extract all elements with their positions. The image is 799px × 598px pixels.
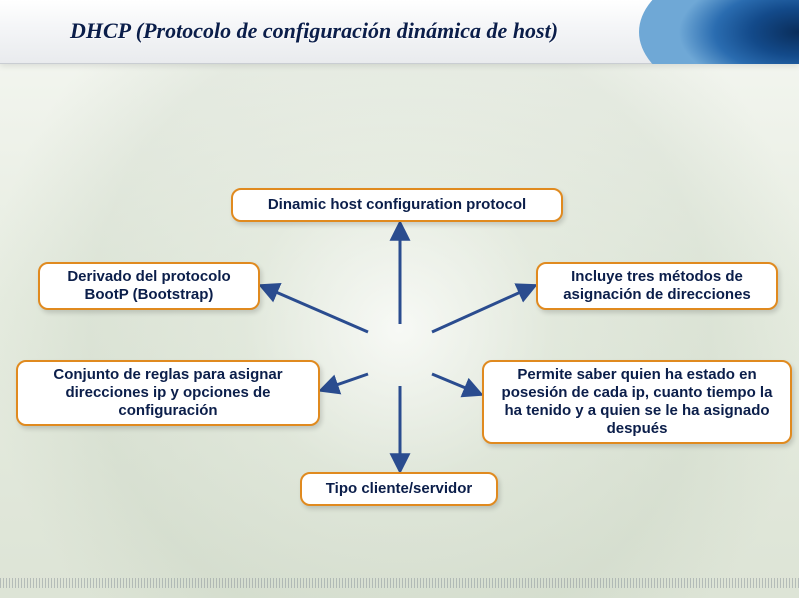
node-bottomleft-label: Conjunto de reglas para asignar direccio… [28,366,308,420]
node-top: Dinamic host configuration protocol [231,188,563,222]
diagram-area: Dinamic host configuration protocol Deri… [0,64,799,598]
node-left: Derivado del protocolo BootP (Bootstrap) [38,262,260,310]
node-bottom-right: Permite saber quien ha estado en posesió… [482,360,792,444]
footer-rule [0,578,799,588]
slide-title: DHCP (Protocolo de configuración dinámic… [70,18,558,44]
node-right: Incluye tres métodos de asignación de di… [536,262,778,310]
node-bottom-label: Tipo cliente/servidor [326,480,472,498]
header-corner-graphic [599,0,799,64]
node-top-label: Dinamic host configuration protocol [268,196,526,214]
arrows-layer [0,64,799,598]
node-right-label: Incluye tres métodos de asignación de di… [548,268,766,304]
node-bottom-left: Conjunto de reglas para asignar direccio… [16,360,320,426]
node-bottom: Tipo cliente/servidor [300,472,498,506]
node-left-label: Derivado del protocolo BootP (Bootstrap) [50,268,248,304]
node-bottomright-label: Permite saber quien ha estado en posesió… [494,366,780,438]
